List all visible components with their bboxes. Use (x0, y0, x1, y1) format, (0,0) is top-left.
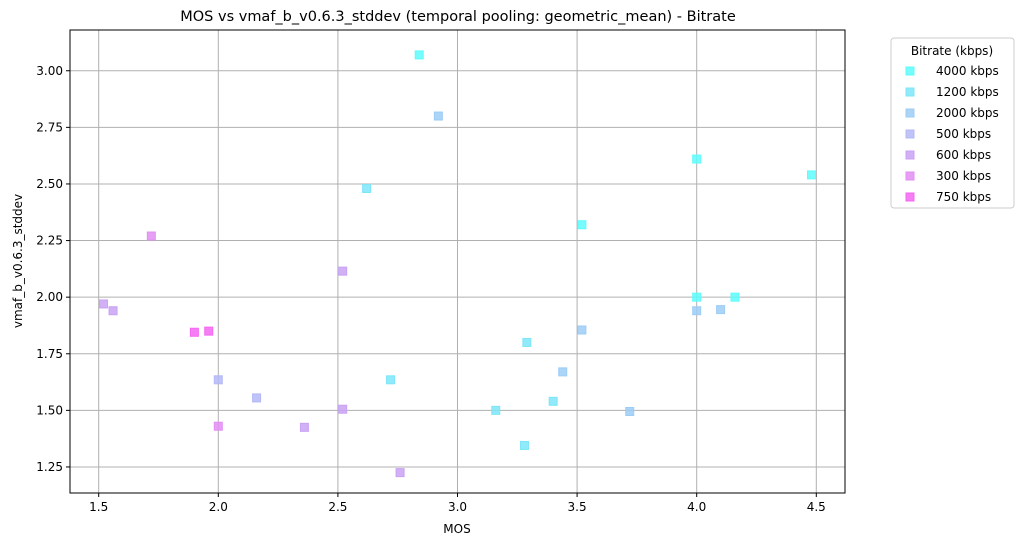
y-tick-label: 2.25 (36, 234, 63, 248)
legend-marker (905, 66, 915, 76)
x-tick-label: 3.0 (448, 500, 467, 514)
data-point (299, 422, 309, 432)
legend-marker (905, 108, 915, 118)
x-axis-ticks: 1.5 2.0 2.5 3.0 3.5 4.0 4.5 (89, 493, 826, 514)
data-point (146, 231, 156, 241)
legend-label: 750 kbps (936, 190, 991, 204)
x-tick-label: 4.5 (807, 500, 826, 514)
chart-title: MOS vs vmaf_b_v0.6.3_stddev (temporal po… (180, 9, 736, 25)
data-point (386, 375, 396, 385)
data-point (519, 440, 529, 450)
data-point (433, 111, 443, 121)
legend-marker (905, 129, 915, 139)
data-points (98, 50, 817, 478)
data-point (362, 183, 372, 193)
grid-lines (70, 30, 845, 493)
y-axis-label: vmaf_b_v0.6.3_stddev (11, 194, 25, 328)
data-point (522, 337, 532, 347)
legend-label: 300 kbps (936, 169, 991, 183)
x-tick-label: 4.0 (687, 500, 706, 514)
y-tick-label: 1.50 (36, 403, 63, 417)
y-tick-label: 2.50 (36, 177, 63, 191)
x-tick-label: 2.5 (328, 500, 347, 514)
data-point (213, 375, 223, 385)
y-tick-label: 2.00 (36, 290, 63, 304)
legend-marker (905, 150, 915, 160)
y-axis-ticks: 1.25 1.50 1.75 2.00 2.25 2.50 2.75 3.00 (36, 64, 70, 474)
data-point (625, 406, 635, 416)
data-point (189, 327, 199, 337)
data-point (577, 220, 587, 230)
y-tick-label: 1.25 (36, 460, 63, 474)
legend-label: 2000 kbps (936, 106, 999, 120)
data-point (414, 50, 424, 60)
legend-title: Bitrate (kbps) (911, 44, 993, 58)
data-point (692, 154, 702, 164)
legend-marker (905, 87, 915, 97)
x-tick-label: 2.0 (209, 500, 228, 514)
x-tick-label: 3.5 (568, 500, 587, 514)
data-point (338, 404, 348, 414)
legend-items: 4000 kbps 1200 kbps 2000 kbps 500 kbps 600 k… (905, 64, 999, 204)
data-point (213, 421, 223, 431)
legend-label: 500 kbps (936, 127, 991, 141)
legend-label: 4000 kbps (936, 64, 999, 78)
legend-label: 600 kbps (936, 148, 991, 162)
data-point (204, 326, 214, 336)
data-point (692, 292, 702, 302)
data-point (491, 405, 501, 415)
data-point (807, 170, 817, 180)
legend: Bitrate (kbps) 4000 kbps 1200 kbps 2000 kb… (890, 37, 1015, 209)
y-tick-label: 1.75 (36, 347, 63, 361)
data-point (730, 292, 740, 302)
legend-marker (905, 171, 915, 181)
x-axis-label: MOS (443, 522, 470, 536)
data-point (108, 306, 118, 316)
y-tick-label: 3.00 (36, 64, 63, 78)
x-tick-label: 1.5 (89, 500, 108, 514)
data-point (558, 367, 568, 377)
legend-box (890, 37, 1015, 209)
data-point (716, 305, 726, 315)
data-point (395, 468, 405, 478)
legend-marker (905, 192, 915, 202)
data-point (692, 306, 702, 316)
legend-label: 1200 kbps (936, 85, 999, 99)
data-point (98, 299, 108, 309)
data-point (252, 393, 262, 403)
data-point (338, 266, 348, 276)
data-point (577, 325, 587, 335)
data-point (548, 396, 558, 406)
y-tick-label: 2.75 (36, 120, 63, 134)
